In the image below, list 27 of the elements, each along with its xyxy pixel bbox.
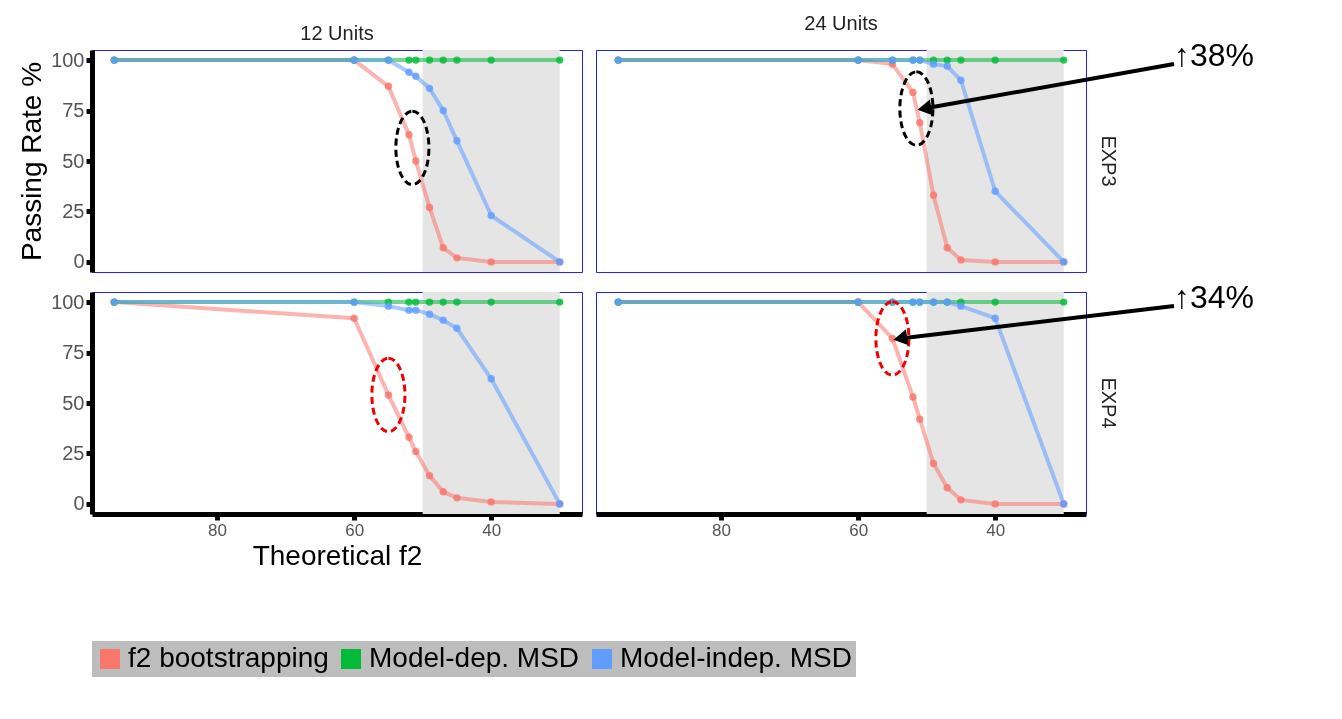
x-tick-label: 40 bbox=[482, 520, 502, 540]
y-tick-label: 75 bbox=[62, 341, 85, 364]
legend-label: Model-indep. MSD bbox=[620, 642, 852, 673]
y-tick-label: 0 bbox=[73, 250, 85, 273]
legend-label: Model-dep. MSD bbox=[369, 642, 580, 673]
y-tick-label: 100 bbox=[51, 48, 85, 71]
y-tick-label: 25 bbox=[62, 199, 85, 222]
y-tick-label: 75 bbox=[62, 99, 85, 122]
chart-title: 12 Units bbox=[300, 22, 374, 44]
y-axis-title: Passing Rate % bbox=[16, 61, 48, 262]
y2-axis-title: EXP3 bbox=[1098, 135, 1120, 187]
chart-title: 24 Units bbox=[804, 12, 878, 34]
x-tick-label: 60 bbox=[849, 520, 869, 540]
y-tick-label: 25 bbox=[62, 441, 85, 464]
annotation: ↑34% bbox=[1174, 279, 1255, 315]
y-tick-label: 0 bbox=[73, 492, 85, 515]
x-axis-title: Theoretical f2 bbox=[252, 539, 423, 571]
x-tick-label: 80 bbox=[712, 520, 732, 540]
x-tick-label: 80 bbox=[208, 520, 228, 540]
legend-label: f2 bootstrapping bbox=[128, 642, 329, 673]
y-tick-label: 50 bbox=[62, 149, 85, 172]
x-tick-label: 40 bbox=[986, 520, 1006, 540]
y-tick-label: 50 bbox=[62, 391, 85, 414]
annotation: ↑38% bbox=[1174, 37, 1255, 73]
y-tick-label: 100 bbox=[51, 290, 85, 313]
x-tick-label: 60 bbox=[345, 520, 365, 540]
y2-axis-title: EXP4 bbox=[1098, 377, 1120, 429]
